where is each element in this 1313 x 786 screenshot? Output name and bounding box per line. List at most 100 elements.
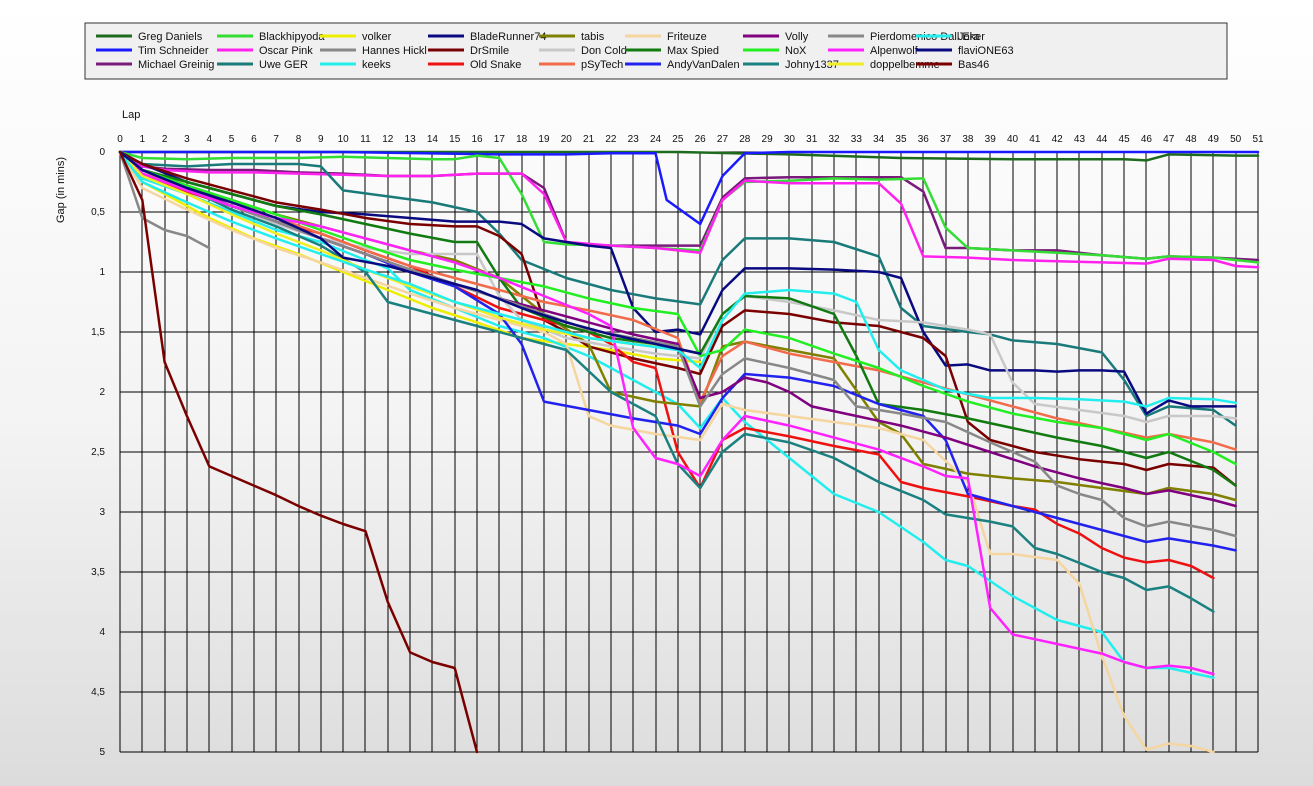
legend-item: Blackhipyoda xyxy=(217,31,325,43)
legend-item: Oscar Pink xyxy=(217,45,313,57)
legend-label: keeks xyxy=(362,59,391,71)
legend-label: doppelbemme xyxy=(870,59,940,71)
x-tick-label: 16 xyxy=(471,134,483,145)
legend-item: Joker xyxy=(916,31,985,43)
legend: Greg Daniels Tim Schneider Michael Greinig… xyxy=(84,22,1228,80)
x-tick-label: 5 xyxy=(229,134,235,145)
x-tick-label: 34 xyxy=(873,134,885,145)
legend-item: Uwe GER xyxy=(217,59,308,71)
legend-label: Johny1337 xyxy=(785,59,839,71)
legend-label: NoX xyxy=(785,45,807,57)
x-tick-label: 44 xyxy=(1096,134,1108,145)
series-line-keeks xyxy=(118,150,1215,679)
y-tick-label: 3 xyxy=(99,507,105,518)
x-tick-label: 47 xyxy=(1163,134,1175,145)
x-tick-label: 40 xyxy=(1007,134,1019,145)
legend-item: Hannes Hickl xyxy=(320,45,427,57)
series-line-johny1337 xyxy=(118,150,1215,613)
series-line-joker xyxy=(118,150,1237,408)
legend-label: Oscar Pink xyxy=(259,45,313,57)
x-tick-label: 11 xyxy=(360,134,371,145)
x-tick-label: 9 xyxy=(318,134,324,145)
legend-item: DrSmile xyxy=(428,45,509,57)
series-line-flavione63 xyxy=(118,150,702,355)
legend-label: Max Spied xyxy=(667,45,719,57)
x-tick-label: 27 xyxy=(717,134,729,145)
legend-label: tabis xyxy=(581,31,605,43)
legend-item: Johny1337 xyxy=(743,59,839,71)
x-tick-label: 48 xyxy=(1185,134,1197,145)
x-tick-label: 39 xyxy=(985,134,997,145)
legend-label: Volly xyxy=(785,31,809,43)
series-line-tim-schneider xyxy=(118,150,1260,226)
legend-item: flaviONE63 xyxy=(916,45,1014,57)
x-tick-label: 26 xyxy=(695,134,707,145)
plot-area: 0 1 2 3 4 5 6 7 8 9 10 11 12 13 14 15 16 17 18 19 20 21 22 23 24… xyxy=(55,109,1264,758)
x-tick-label: 17 xyxy=(494,134,506,145)
x-axis-title: Lap xyxy=(122,109,140,121)
legend-item: Friteuze xyxy=(625,31,707,43)
x-tick-label: 29 xyxy=(762,134,774,145)
legend-item: Tim Schneider xyxy=(96,45,209,57)
legend-item: doppelbemme xyxy=(828,59,940,71)
legend-item: tabis xyxy=(539,31,605,43)
x-tick-label: 7 xyxy=(273,134,279,145)
legend-label: Friteuze xyxy=(667,31,707,43)
x-tick-label: 12 xyxy=(382,134,394,145)
x-tick-label: 21 xyxy=(583,134,595,145)
legend-item: BladeRunner74 xyxy=(428,31,546,43)
y-tick-label: 1 xyxy=(99,267,105,278)
x-tick-label: 6 xyxy=(251,134,257,145)
y-tick-label: 1,5 xyxy=(91,327,105,338)
series-line-friteuze xyxy=(118,150,1215,754)
x-tick-label: 8 xyxy=(296,134,302,145)
legend-label: Michael Greinig xyxy=(138,59,214,71)
x-tick-label: 37 xyxy=(940,134,952,145)
y-tick-labels: 0 0,5 1 1,5 2 2,5 3 3,5 4 4,5 5 xyxy=(91,147,105,758)
x-tick-label: 38 xyxy=(962,134,974,145)
series-line-uwe-ger xyxy=(118,150,1237,427)
legend-label: Don Cold xyxy=(581,45,627,57)
x-tick-label: 41 xyxy=(1029,134,1041,145)
x-tick-label: 25 xyxy=(672,134,684,145)
x-tick-label: 31 xyxy=(806,134,818,145)
legend-item: Bas46 xyxy=(916,59,989,71)
y-tick-label: 3,5 xyxy=(91,567,105,578)
x-tick-label: 18 xyxy=(516,134,528,145)
x-tick-label: 14 xyxy=(427,134,439,145)
legend-item: keeks xyxy=(320,59,391,71)
legend-label: Uwe GER xyxy=(259,59,308,71)
x-tick-label: 13 xyxy=(405,134,417,145)
legend-item: pSyTech xyxy=(539,59,623,71)
x-tick-label: 10 xyxy=(338,134,350,145)
legend-label: Old Snake xyxy=(470,59,521,71)
legend-item: Greg Daniels xyxy=(96,31,203,43)
x-tick-label: 32 xyxy=(828,134,840,145)
legend-label: AndyVanDalen xyxy=(667,59,740,71)
series-line-alpenwolf xyxy=(118,150,1215,676)
y-tick-label: 4 xyxy=(99,627,105,638)
legend-label: pSyTech xyxy=(581,59,623,71)
x-tick-label: 4 xyxy=(206,134,212,145)
series-line-psytech xyxy=(118,150,1237,451)
legend-label: flaviONE63 xyxy=(958,45,1014,57)
series-line-oscar-pink xyxy=(118,150,1260,269)
y-tick-label: 4,5 xyxy=(91,687,105,698)
x-tick-label: 50 xyxy=(1230,134,1242,145)
x-tick-label: 43 xyxy=(1074,134,1086,145)
legend-item: Alpenwolf xyxy=(828,45,919,57)
x-tick-label: 3 xyxy=(184,134,190,145)
x-tick-label: 51 xyxy=(1252,134,1264,145)
x-tick-label: 30 xyxy=(784,134,796,145)
x-tick-label: 49 xyxy=(1208,134,1220,145)
legend-item: NoX xyxy=(743,45,807,57)
x-tick-label: 35 xyxy=(895,134,907,145)
x-tick-label: 36 xyxy=(918,134,930,145)
x-tick-label: 46 xyxy=(1141,134,1153,145)
legend-item: Max Spied xyxy=(625,45,719,57)
legend-item: Old Snake xyxy=(428,59,521,71)
legend-label: Greg Daniels xyxy=(138,31,203,43)
y-tick-label: 2 xyxy=(99,387,105,398)
grid xyxy=(119,151,1259,753)
